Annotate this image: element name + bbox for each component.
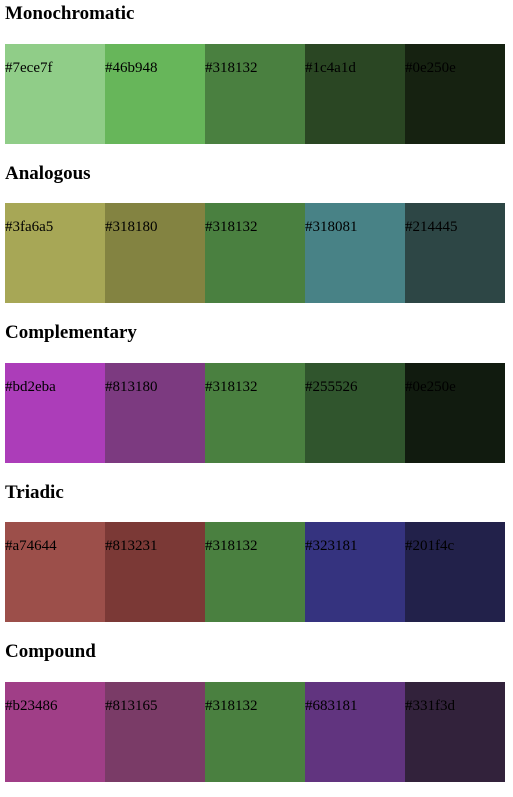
swatch-hex-code: #b23486 [5, 698, 58, 714]
color-swatch: #813165 [105, 682, 205, 782]
color-swatch: #255526 [305, 363, 405, 463]
color-swatch: #323181 [305, 522, 405, 622]
color-swatch: #331f3d [405, 682, 505, 782]
swatch-hex-code: #201f4c [405, 538, 455, 554]
color-swatch: #bd2eba [5, 363, 105, 463]
color-swatch: #318132 [205, 203, 305, 303]
palette: #3fa6a5 #318180 #318132 #318081 #214445 [5, 203, 505, 303]
swatch-hex-code: #318132 [205, 379, 258, 395]
swatch-hex-code: #0e250e [405, 379, 456, 395]
color-swatch: #318132 [205, 682, 305, 782]
swatch-hex-code: #255526 [305, 379, 358, 395]
palette: #a74644 #813231 #318132 #323181 #201f4c [5, 522, 505, 622]
color-swatch: #201f4c [405, 522, 505, 622]
swatch-hex-code: #318132 [205, 538, 258, 554]
palette: #bd2eba #813180 #318132 #255526 #0e250e [5, 363, 505, 463]
color-swatch: #318132 [205, 363, 305, 463]
color-swatch: #b23486 [5, 682, 105, 782]
color-swatch: #a74644 [5, 522, 105, 622]
color-swatch: #1c4a1d [305, 44, 405, 144]
scheme-complementary: Complementary #bd2eba #813180 #318132 #2… [5, 319, 505, 463]
swatch-hex-code: #0e250e [405, 60, 456, 76]
swatch-hex-code: #7ece7f [5, 60, 53, 76]
scheme-title: Compound [5, 641, 96, 662]
color-swatch: #318132 [205, 522, 305, 622]
swatch-hex-code: #46b948 [105, 60, 158, 76]
scheme-title: Triadic [5, 482, 64, 503]
color-swatch: #813180 [105, 363, 205, 463]
swatch-hex-code: #3fa6a5 [5, 219, 54, 235]
swatch-hex-code: #318132 [205, 60, 258, 76]
scheme-title: Monochromatic [5, 3, 135, 24]
swatch-hex-code: #318132 [205, 219, 258, 235]
palette: #b23486 #813165 #318132 #683181 #331f3d [5, 682, 505, 782]
swatch-hex-code: #331f3d [405, 698, 455, 714]
color-swatch: #318132 [205, 44, 305, 144]
color-swatch: #214445 [405, 203, 505, 303]
color-swatch: #7ece7f [5, 44, 105, 144]
color-swatch: #318180 [105, 203, 205, 303]
swatch-hex-code: #214445 [405, 219, 458, 235]
scheme-title: Complementary [5, 322, 137, 343]
swatch-hex-code: #318180 [105, 219, 158, 235]
color-swatch: #813231 [105, 522, 205, 622]
swatch-hex-code: #813180 [105, 379, 158, 395]
palette: #7ece7f #46b948 #318132 #1c4a1d #0e250e [5, 44, 505, 144]
swatch-hex-code: #813165 [105, 698, 158, 714]
color-swatch: #0e250e [405, 44, 505, 144]
swatch-hex-code: #318081 [305, 219, 358, 235]
swatch-hex-code: #1c4a1d [305, 60, 356, 76]
scheme-compound: Compound #b23486 #813165 #318132 #683181… [5, 638, 505, 782]
scheme-analogous: Analogous #3fa6a5 #318180 #318132 #31808… [5, 160, 505, 303]
swatch-hex-code: #a74644 [5, 538, 57, 554]
swatch-hex-code: #683181 [305, 698, 358, 714]
color-swatch: #0e250e [405, 363, 505, 463]
scheme-monochromatic: Monochromatic #7ece7f #46b948 #318132 #1… [5, 0, 505, 144]
swatch-hex-code: #323181 [305, 538, 358, 554]
color-swatch: #3fa6a5 [5, 203, 105, 303]
color-swatch: #683181 [305, 682, 405, 782]
swatch-hex-code: #813231 [105, 538, 158, 554]
color-swatch: #46b948 [105, 44, 205, 144]
scheme-title: Analogous [5, 163, 91, 184]
color-swatch: #318081 [305, 203, 405, 303]
scheme-triadic: Triadic #a74644 #813231 #318132 #323181 … [5, 479, 505, 622]
swatch-hex-code: #bd2eba [5, 379, 56, 395]
swatch-hex-code: #318132 [205, 698, 258, 714]
